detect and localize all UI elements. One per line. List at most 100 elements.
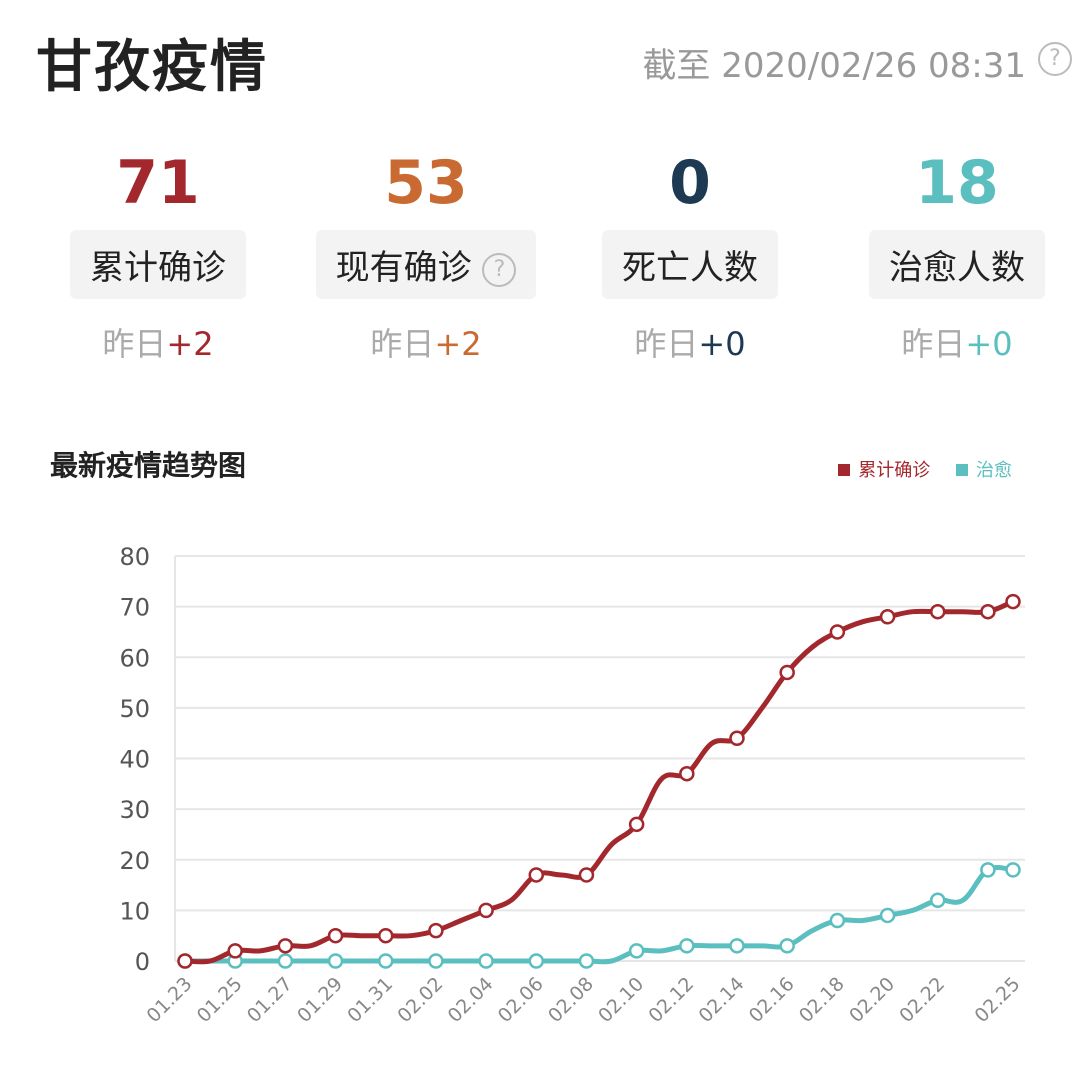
delta-value: +0 [698, 325, 746, 363]
legend-swatch [838, 464, 851, 476]
stat-delta: 昨日+0 [837, 319, 1077, 365]
chart-title: 最新疫情趋势图 [50, 449, 247, 482]
y-tick-label: 30 [119, 796, 150, 824]
y-tick-label: 20 [119, 847, 150, 875]
data-point [929, 892, 946, 908]
x-tick-label: 02.08 [544, 973, 598, 1027]
question-circle-icon[interactable]: ? [482, 252, 517, 287]
data-point [1005, 593, 1021, 610]
x-tick-label: 02.02 [393, 973, 447, 1027]
data-point [478, 953, 494, 969]
x-tick-label: 02.12 [644, 973, 698, 1027]
x-tick-label: 01.31 [343, 973, 397, 1027]
series-line-confirmed [184, 599, 1014, 965]
x-tick-label: 02.18 [795, 973, 849, 1027]
y-tick-label: 50 [119, 695, 150, 723]
stat-label: 累计确诊 [70, 230, 246, 299]
x-tick-label: 02.06 [494, 973, 548, 1027]
page-title: 甘孜疫情 [36, 35, 268, 100]
yesterday-label: 昨日 [634, 325, 699, 363]
data-point [277, 953, 294, 969]
stat-label: 现有确诊 ? [315, 230, 537, 299]
data-point [377, 953, 394, 969]
series-line-cured [185, 864, 1014, 965]
stat-label-text: 治愈人数 [889, 248, 1025, 288]
x-tick-label: 02.16 [745, 973, 799, 1027]
x-tick-label: 01.23 [143, 973, 197, 1027]
y-tick-label: 0 [135, 948, 150, 976]
stat-label: 死亡人数 [602, 230, 778, 299]
data-point [478, 902, 494, 919]
data-point [879, 609, 896, 625]
stat-card: 53 现有确诊 ? 昨日+2 [306, 148, 546, 365]
data-point [628, 816, 645, 833]
y-tick-label: 60 [119, 644, 150, 672]
stat-value: 18 [915, 148, 999, 218]
stat-delta: 昨日+0 [570, 319, 810, 365]
data-point [327, 927, 344, 944]
data-point [277, 938, 294, 954]
legend-swatch [956, 464, 968, 476]
legend-label: 治愈 [976, 460, 1012, 481]
y-tick-label: 10 [119, 897, 150, 925]
stat-delta: 昨日+2 [38, 319, 278, 365]
data-point [980, 603, 996, 620]
stat-card: 71 累计确诊 昨日+2 [38, 148, 278, 365]
x-tick-label: 01.29 [293, 973, 347, 1027]
data-point [779, 938, 795, 954]
data-point [779, 664, 795, 681]
data-point [879, 907, 896, 924]
legend-item-confirmed[interactable]: 累计确诊 [838, 460, 930, 481]
x-tick-label: 01.25 [193, 973, 247, 1027]
legend-label: 累计确诊 [858, 460, 931, 481]
data-point [528, 867, 545, 883]
legend-item-cured[interactable]: 治愈 [956, 460, 1012, 481]
data-point [929, 603, 946, 620]
y-tick-label: 40 [119, 746, 150, 774]
x-tick-label: 02.04 [444, 973, 498, 1027]
data-point [729, 938, 745, 954]
stat-label-text: 死亡人数 [622, 248, 758, 288]
data-point [829, 912, 846, 929]
x-tick-label: 02.20 [845, 973, 899, 1027]
data-point [729, 730, 745, 746]
stat-value: 0 [669, 148, 711, 218]
yesterday-label: 昨日 [102, 325, 167, 363]
delta-value: +0 [965, 325, 1013, 363]
data-point [377, 927, 394, 944]
as-of-timestamp: 截至 2020/02/26 08:31 [642, 46, 1026, 86]
data-point [1005, 862, 1021, 878]
stat-card: 18 治愈人数 昨日+0 [837, 148, 1077, 365]
y-tick-label: 70 [119, 594, 150, 622]
y-tick-label: 80 [119, 543, 150, 571]
stat-value: 71 [116, 148, 200, 218]
delta-value: +2 [166, 325, 214, 363]
data-point [679, 938, 695, 954]
stat-label-text: 累计确诊 [90, 248, 226, 288]
data-point [428, 922, 444, 939]
question-circle-icon[interactable]: ? [1038, 42, 1072, 76]
stat-card: 0 死亡人数 昨日+0 [570, 148, 810, 365]
x-tick-label: 02.14 [695, 973, 749, 1027]
data-point [428, 953, 444, 969]
data-point [980, 862, 996, 878]
data-point [628, 943, 645, 959]
data-point [177, 953, 193, 969]
yesterday-label: 昨日 [370, 325, 435, 363]
stat-delta: 昨日+2 [306, 319, 546, 365]
data-point [829, 624, 846, 640]
stat-label-text: 现有确诊 [335, 248, 472, 288]
yesterday-label: 昨日 [901, 325, 966, 363]
x-tick-label: 02.22 [895, 973, 949, 1027]
data-point [528, 953, 545, 969]
x-tick-label: 02.25 [971, 973, 1025, 1027]
stat-value: 53 [384, 148, 468, 218]
stat-label: 治愈人数 [869, 230, 1045, 299]
x-tick-label: 02.10 [594, 973, 648, 1027]
chart-legend[interactable]: 累计确诊 治愈 [832, 456, 1012, 482]
data-point [578, 867, 595, 883]
data-point [578, 953, 595, 969]
x-tick-label: 01.27 [243, 973, 297, 1027]
data-point [679, 765, 695, 782]
